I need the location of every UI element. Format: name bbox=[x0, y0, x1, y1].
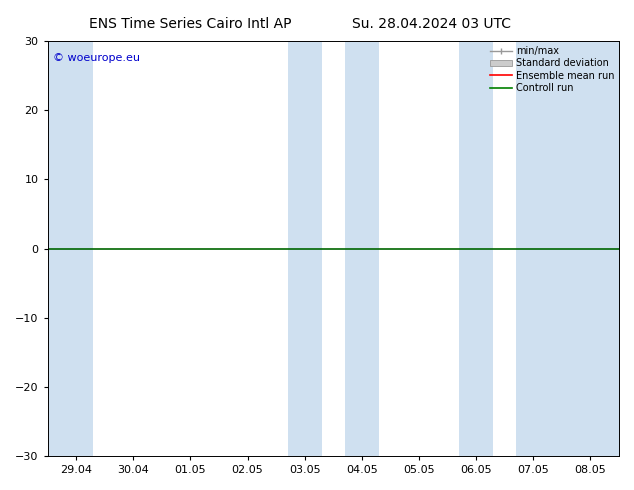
Bar bbox=[459, 41, 493, 456]
Legend: min/max, Standard deviation, Ensemble mean run, Controll run: min/max, Standard deviation, Ensemble me… bbox=[488, 43, 617, 96]
Text: © woeurope.eu: © woeurope.eu bbox=[53, 53, 140, 64]
Text: Su. 28.04.2024 03 UTC: Su. 28.04.2024 03 UTC bbox=[352, 17, 510, 31]
Bar bbox=[48, 41, 93, 456]
Bar bbox=[288, 41, 322, 456]
Text: ENS Time Series Cairo Intl AP: ENS Time Series Cairo Intl AP bbox=[89, 17, 292, 31]
Bar bbox=[516, 41, 619, 456]
Bar bbox=[345, 41, 379, 456]
